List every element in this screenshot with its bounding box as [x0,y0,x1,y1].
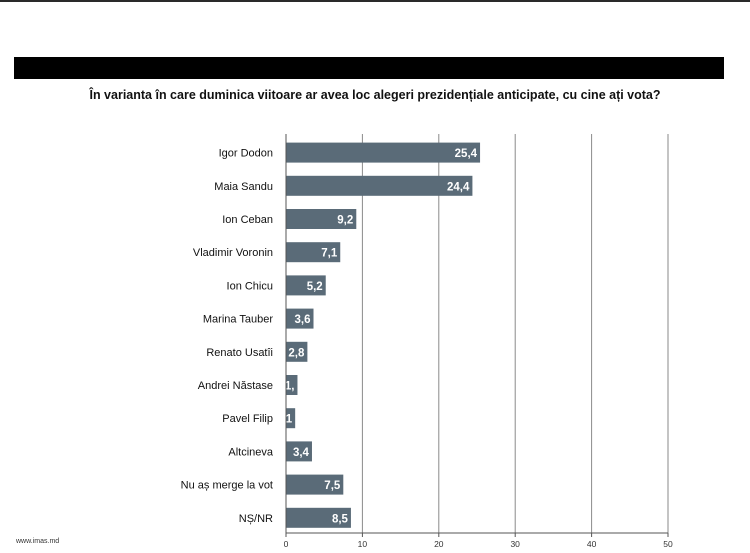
category-label-0: Igor Dodon [219,148,273,160]
bar-value-label-5: 3,6 [295,314,311,326]
category-label-2: Ion Ceban [222,214,273,226]
bar-1 [286,175,473,196]
x-tick-label-20: 20 [434,539,444,549]
bar-value-label-8: 1 [286,414,293,426]
bar-value-label-11: 8,5 [332,513,349,525]
bar-6 [286,341,308,362]
top-rule [0,0,750,2]
category-label-1: Maia Sandu [214,181,273,193]
bar-2 [286,209,357,229]
chart-title: În varianta în care duminica viitoare ar… [89,88,661,102]
bar-9 [286,441,312,462]
bar-10 [286,474,344,495]
category-label-6: Renato Usatîi [206,347,273,359]
bar-value-label-1: 24,4 [447,181,470,193]
x-tick-label-50: 50 [663,539,673,549]
x-tick-label-0: 0 [284,539,289,549]
category-label-3: Vladimir Voronin [193,247,273,259]
category-label-8: Pavel Filip [222,413,273,425]
category-label-10: Nu aș merge la vot [181,480,273,492]
x-tick-label-40: 40 [587,539,597,549]
category-label-11: NȘ/NR [239,513,273,525]
source-footer: www.imas.md [16,538,60,545]
category-label-7: Andrei Năstase [198,380,273,392]
bar-8 [286,408,296,429]
bar-4 [286,275,326,296]
bar-value-label-6: 2,8 [288,347,305,359]
bar-value-label-0: 25,4 [455,148,478,160]
bar-value-label-2: 9,2 [337,215,353,227]
bar-3 [286,242,341,263]
x-tick-label-10: 10 [358,539,368,549]
bar-7 [286,375,298,395]
bar-value-label-9: 3,4 [293,447,310,459]
x-tick-label-30: 30 [510,539,520,549]
category-label-9: Altcineva [228,446,274,458]
bar-5 [286,308,314,329]
bar-value-label-7: 1, [285,381,295,393]
bar-value-label-4: 5,2 [307,281,323,293]
category-label-4: Ion Chicu [227,280,273,292]
bar-value-label-10: 7,5 [324,480,341,492]
category-label-5: Marina Tauber [203,314,273,326]
bar-value-label-3: 7,1 [321,248,338,260]
header-bar [14,57,724,79]
bar-0 [286,142,481,163]
bar-11 [286,507,351,528]
